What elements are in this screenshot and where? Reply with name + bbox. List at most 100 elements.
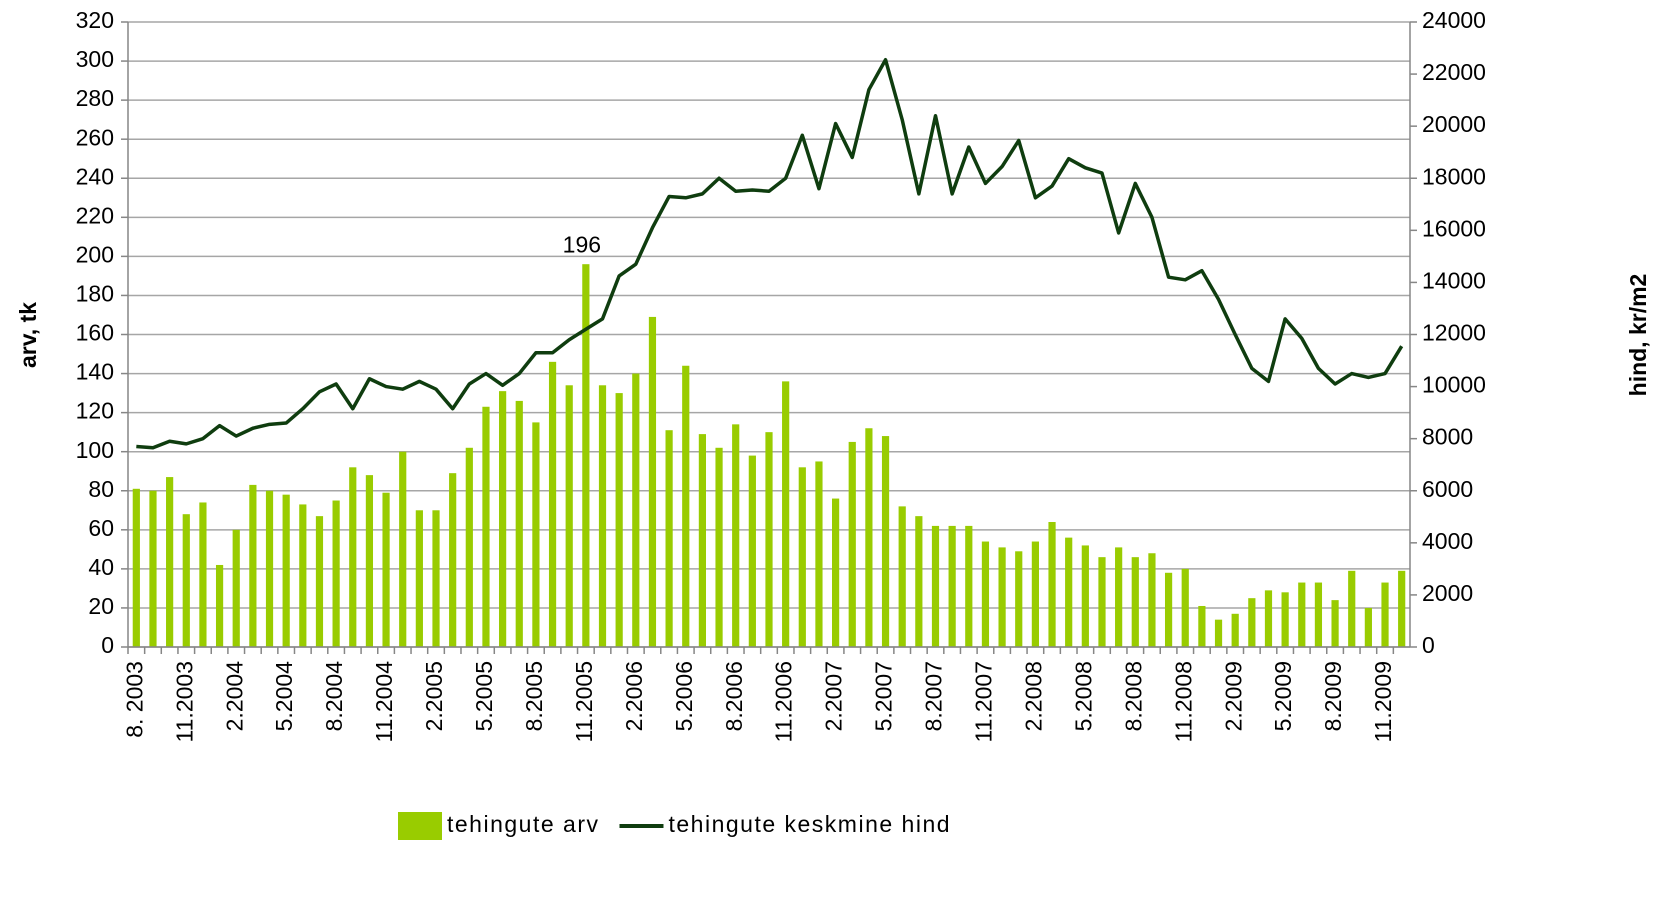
legend-swatch [398, 812, 442, 840]
bar [798, 467, 806, 647]
bar [881, 436, 890, 647]
bar [499, 391, 507, 647]
y-tick-label: 280 [76, 85, 114, 111]
y-tick-label: 300 [76, 46, 114, 72]
bar [449, 473, 457, 647]
x-tick-label: 11.2008 [1170, 661, 1196, 742]
y-tick-label: 0 [101, 632, 114, 658]
x-tick-label: 11.2007 [971, 661, 997, 742]
y-tick-label: 100 [76, 437, 114, 463]
bar [998, 547, 1006, 647]
bar [915, 516, 923, 647]
bar [1098, 557, 1106, 647]
x-tick-label: 5.2006 [671, 661, 697, 731]
bar [865, 428, 873, 647]
y-tick-label: 220 [76, 202, 114, 228]
bar [1048, 522, 1056, 647]
x-tick-label: 8.2007 [921, 661, 947, 731]
legend-label: tehingute keskmine hind [668, 811, 951, 837]
bar [199, 502, 207, 647]
y2-tick-label: 20000 [1422, 111, 1486, 137]
y2-tick-label: 12000 [1422, 320, 1486, 346]
x-tick-label: 11.2003 [171, 661, 197, 742]
x-tick-label: 2.2009 [1220, 661, 1246, 731]
bar [615, 393, 623, 647]
bar [682, 365, 690, 647]
y-tick-label: 200 [76, 241, 114, 267]
bar [765, 432, 773, 647]
y2-tick-label: 6000 [1422, 476, 1473, 502]
bar [598, 385, 607, 647]
bar [482, 406, 490, 647]
bar [1031, 541, 1039, 647]
y2-tick-label: 22000 [1422, 59, 1486, 85]
bar [948, 525, 956, 647]
data-label: 196 [563, 231, 601, 257]
x-tick-label: 2.2006 [621, 661, 647, 731]
y2-tick-label: 14000 [1422, 267, 1486, 293]
bar [965, 525, 973, 647]
bar [831, 498, 840, 647]
bar [1381, 582, 1389, 647]
x-tick-label: 8.2005 [521, 661, 547, 731]
legend-label: tehingute arv [447, 811, 599, 837]
y2-tick-label: 0 [1422, 632, 1435, 658]
bar [898, 506, 906, 647]
line [136, 58, 1404, 450]
y2-tick-label: 18000 [1422, 163, 1486, 189]
bar [232, 529, 240, 647]
y2-tick-label: 24000 [1422, 7, 1486, 33]
bar [315, 516, 324, 647]
y-tick-label: 20 [88, 593, 114, 619]
bar [349, 467, 357, 647]
bar [166, 477, 174, 647]
bar [1348, 570, 1356, 647]
bar [365, 475, 374, 647]
x-tick-label: 5.2008 [1070, 661, 1096, 731]
x-tick-label: 2.2007 [821, 661, 847, 731]
bar [748, 455, 756, 647]
bar [931, 525, 940, 647]
bar [848, 441, 856, 647]
bar [532, 422, 540, 647]
bar [1264, 590, 1273, 647]
x-tick-label: 5.2009 [1270, 661, 1296, 731]
x-tick-label: 11.2004 [371, 661, 397, 743]
y-tick-label: 260 [76, 124, 114, 150]
bar [1298, 582, 1306, 647]
bar [1015, 551, 1023, 647]
bar [565, 385, 573, 647]
x-tick-label: 5.2004 [271, 661, 297, 732]
x-tick-label: 11.2006 [771, 661, 797, 742]
bar [215, 564, 224, 647]
bar [1398, 570, 1406, 647]
bar [515, 400, 523, 647]
bar [1248, 598, 1256, 647]
y2-tick-label: 10000 [1422, 372, 1486, 398]
bar [1314, 582, 1323, 647]
y2-tick-label: 4000 [1422, 528, 1473, 554]
y2-tick-label: 2000 [1422, 580, 1473, 606]
bar [1065, 537, 1073, 647]
bar [332, 500, 340, 647]
x-tick-label: 11.2009 [1370, 661, 1396, 742]
bar [1331, 600, 1339, 647]
bar [1164, 572, 1173, 647]
y-tick-label: 80 [88, 476, 114, 502]
y-tick-label: 160 [76, 320, 114, 346]
bar [299, 504, 307, 647]
bar [1131, 557, 1139, 647]
bar [432, 510, 440, 647]
bar [1148, 553, 1156, 647]
bar [282, 494, 290, 647]
bar [1214, 619, 1223, 647]
bar [1198, 605, 1206, 647]
bar [382, 492, 390, 647]
bar [265, 490, 274, 647]
bar [182, 514, 190, 647]
bar [715, 447, 723, 647]
y2-axis-label: hind, kr/m2 [1625, 274, 1651, 397]
y-tick-label: 60 [88, 515, 114, 541]
bar [981, 541, 990, 647]
